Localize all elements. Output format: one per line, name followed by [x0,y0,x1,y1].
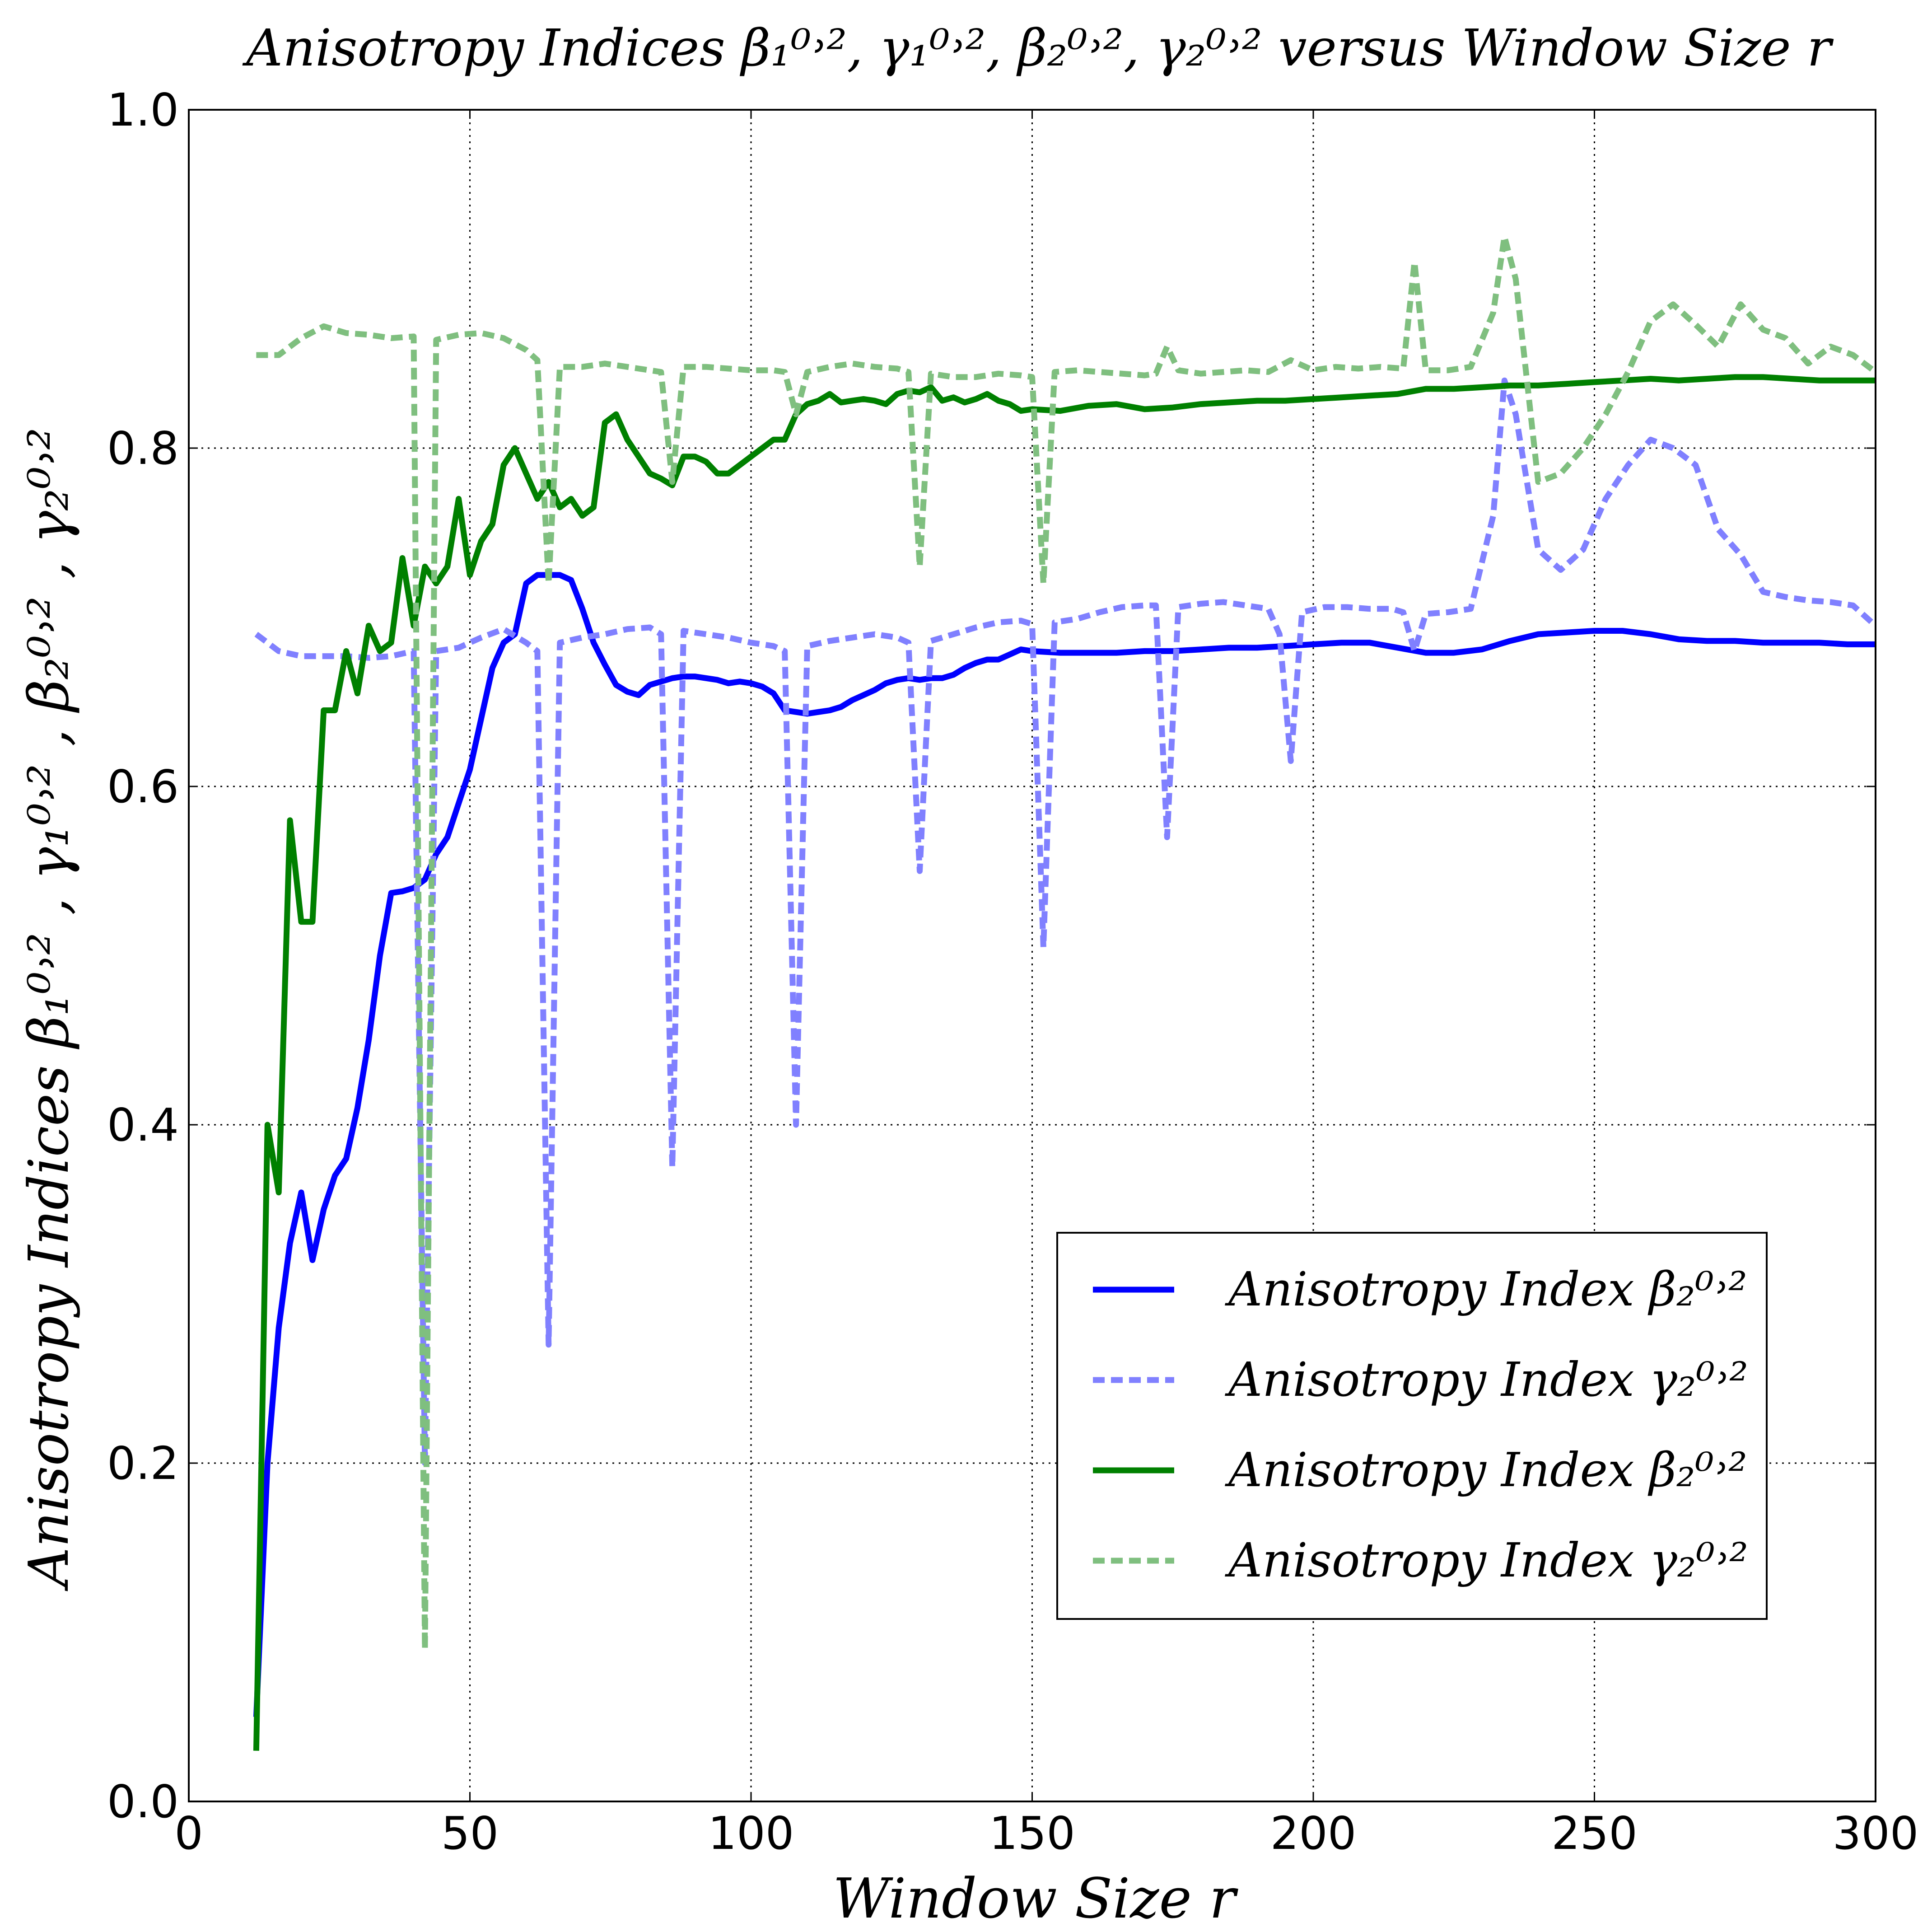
plot-series [253,234,1878,1751]
y-axis-label: Anisotropy Indices β₁⁰˒² , γ₁⁰˒² , β₂⁰˒²… [17,428,81,1592]
legend-label: Anisotropy Index β₂⁰˒² [1225,1442,1747,1497]
x-tick-label: 300 [1833,1807,1919,1860]
x-tick-label: 100 [708,1807,794,1860]
legend-label: Anisotropy Index β₂⁰˒² [1225,1262,1747,1317]
y-tick-label: 1.0 [107,84,179,136]
x-tick-label: 150 [989,1807,1075,1860]
y-tick-label: 0.2 [107,1437,179,1490]
legend: Anisotropy Index β₂⁰˒² Anisotropy Index γ… [1056,1232,1768,1620]
legend-label: Anisotropy Index γ₂⁰˒² [1225,1533,1748,1588]
x-axis-label: Window Size r [833,1867,1238,1931]
series-line-4 [256,234,1877,1652]
y-tick-label: 0.8 [107,422,179,475]
legend-label: Anisotropy Index γ₂⁰˒² [1225,1352,1748,1407]
x-tick-label: 0 [174,1807,203,1860]
axis-ticks: 0 50 100 150 200 250 300 0.0 0.2 0.4 0.6 0.8 1.0 [107,84,1918,1860]
series-line-3 [253,374,1876,1751]
x-tick-label: 50 [441,1807,499,1860]
x-tick-label: 250 [1551,1807,1638,1860]
x-tick-label: 200 [1270,1807,1357,1860]
y-tick-label: 0.4 [107,1099,179,1151]
y-tick-label: 0.0 [107,1775,179,1828]
y-tick-label: 0.6 [107,760,179,813]
legend-frame [1056,1232,1768,1620]
chart-title: Anisotropy Indices β₁⁰˒², γ₁⁰˒², β₂⁰˒², … [242,19,1834,78]
